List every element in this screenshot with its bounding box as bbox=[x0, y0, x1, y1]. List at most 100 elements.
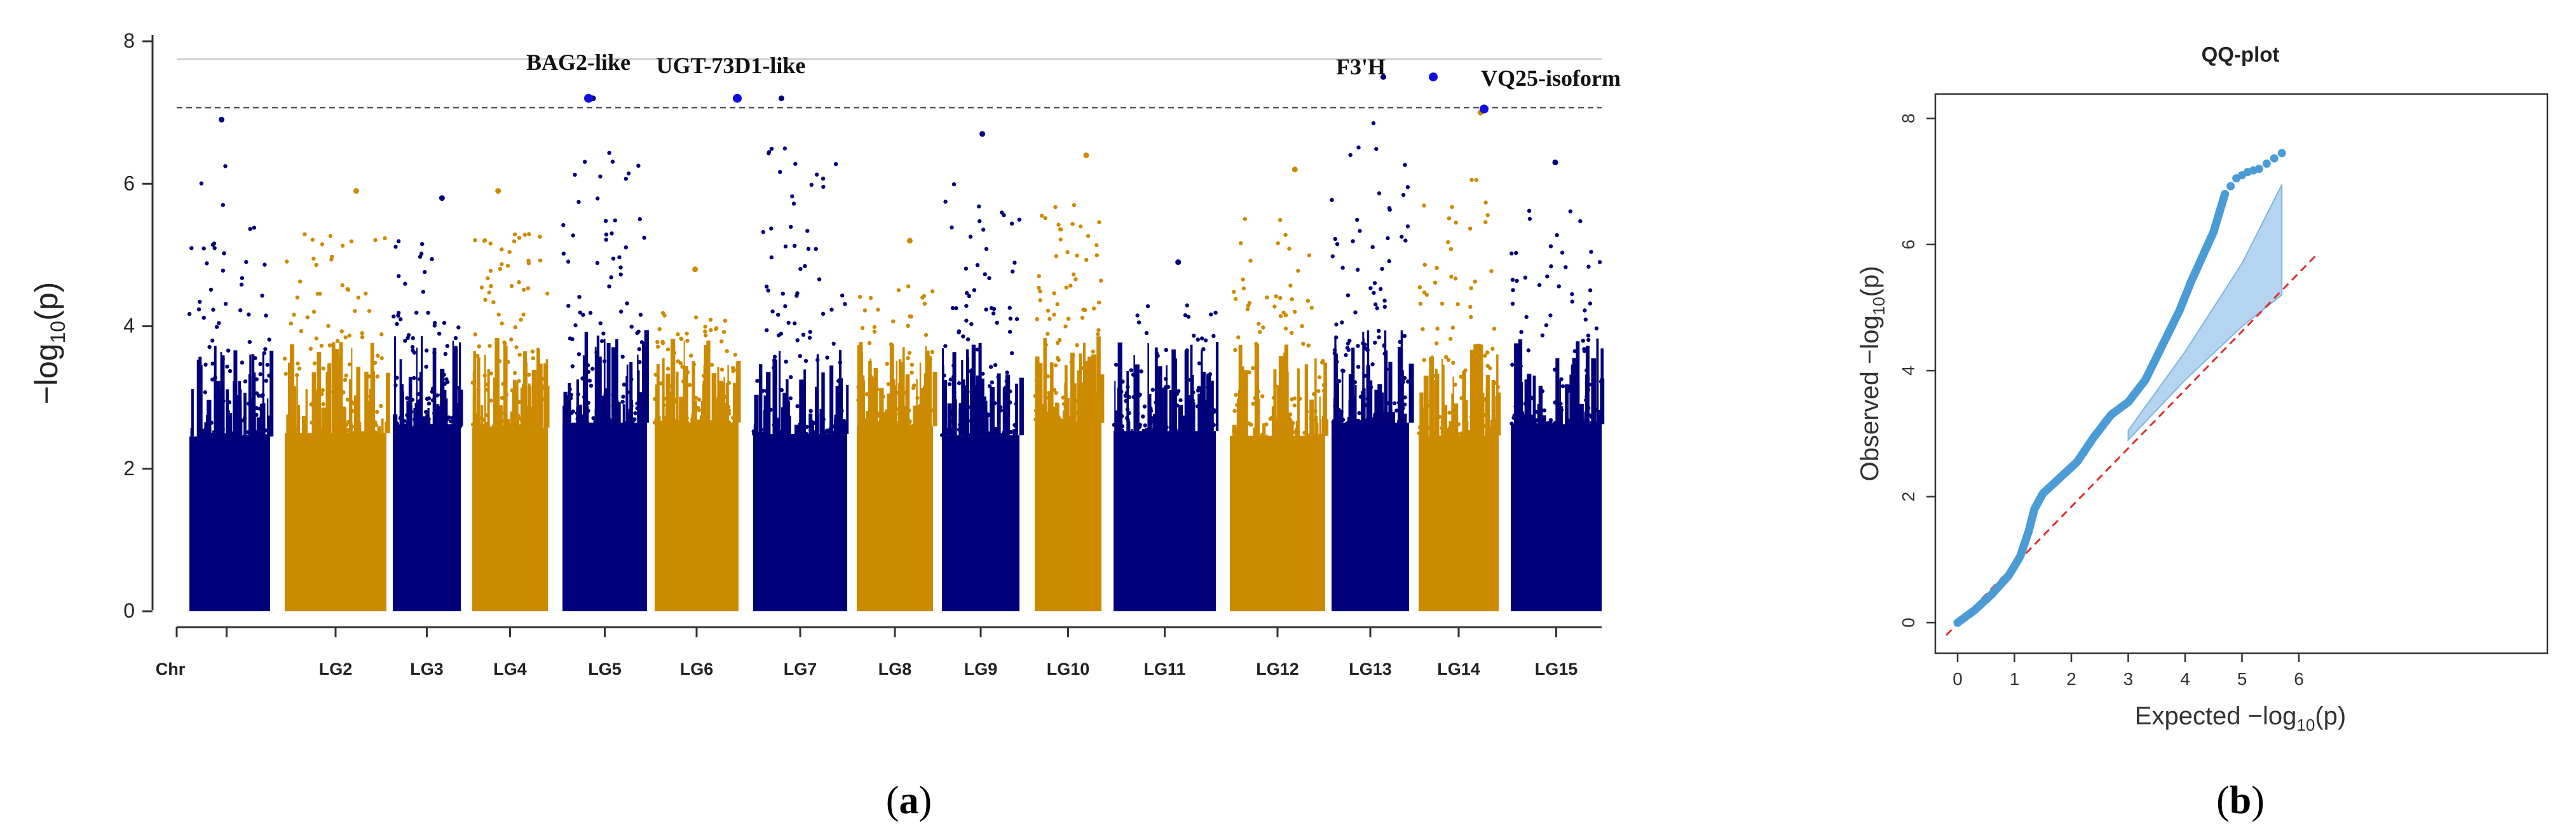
top-snp bbox=[1083, 152, 1089, 158]
snp-point bbox=[1144, 330, 1149, 335]
fringe bbox=[1209, 381, 1214, 431]
snp-point bbox=[1243, 217, 1248, 221]
snp-point bbox=[515, 413, 520, 417]
snp-point bbox=[703, 324, 707, 329]
fringe bbox=[754, 395, 759, 434]
snp-point bbox=[1451, 360, 1455, 365]
snp-point bbox=[239, 282, 244, 287]
snp-point bbox=[975, 263, 980, 268]
snp-point bbox=[896, 288, 901, 292]
qq-y-label: Observed −log10(p) bbox=[1856, 266, 1888, 481]
snp-point bbox=[327, 343, 332, 348]
snp-point bbox=[1434, 416, 1438, 421]
chromosome-lg7 bbox=[751, 95, 849, 611]
snp-point bbox=[965, 410, 969, 415]
snp-point bbox=[585, 363, 590, 368]
snp-point bbox=[473, 238, 477, 243]
snp-point bbox=[951, 182, 957, 187]
snp-point bbox=[489, 398, 493, 403]
fringe bbox=[603, 339, 606, 423]
fringe bbox=[473, 351, 477, 428]
snp-point bbox=[1346, 348, 1351, 352]
snp-point bbox=[1079, 224, 1083, 229]
snp-point bbox=[405, 413, 409, 417]
fringe bbox=[1050, 387, 1054, 423]
snp-point bbox=[714, 398, 719, 403]
snp-point bbox=[295, 295, 299, 300]
snp-point bbox=[320, 391, 324, 396]
snp-point bbox=[1136, 320, 1141, 325]
snp-point bbox=[907, 351, 912, 355]
fringe bbox=[861, 374, 863, 426]
snp-point bbox=[1127, 395, 1131, 400]
snp-point bbox=[1309, 306, 1314, 310]
fringe bbox=[386, 372, 390, 433]
snp-point bbox=[896, 390, 901, 395]
snp-point bbox=[512, 370, 517, 376]
snp-point bbox=[1447, 433, 1452, 438]
snp-point bbox=[908, 314, 913, 319]
snp-point bbox=[1278, 419, 1283, 424]
snp-point bbox=[779, 332, 784, 336]
snp-point bbox=[1365, 348, 1370, 353]
snp-point bbox=[604, 232, 609, 237]
fringe bbox=[339, 342, 343, 433]
x-tick-label-lg12: LG12 bbox=[1256, 660, 1299, 679]
snp-point bbox=[312, 361, 317, 365]
snp-point bbox=[344, 423, 349, 427]
fringe bbox=[1062, 410, 1067, 423]
snp-point bbox=[288, 368, 293, 372]
snp-point bbox=[765, 422, 770, 426]
snp-point bbox=[412, 376, 416, 381]
fringe bbox=[1254, 344, 1260, 436]
snp-point bbox=[264, 434, 269, 438]
snp-point bbox=[1403, 395, 1407, 400]
snp-point bbox=[1485, 426, 1490, 430]
snp-point bbox=[1142, 404, 1147, 409]
fringe bbox=[243, 393, 247, 437]
snp-point bbox=[1114, 362, 1119, 367]
snp-point bbox=[211, 308, 215, 312]
snp-point bbox=[576, 352, 582, 356]
snp-point bbox=[923, 423, 928, 428]
snp-point bbox=[678, 415, 683, 419]
snp-point bbox=[586, 400, 590, 405]
snp-point bbox=[1239, 428, 1244, 433]
snp-point bbox=[1305, 409, 1309, 414]
snp-point bbox=[1170, 428, 1175, 432]
snp-point bbox=[1188, 396, 1192, 401]
snp-point bbox=[1272, 304, 1277, 309]
snp-point bbox=[371, 379, 376, 383]
snp-point bbox=[1377, 191, 1382, 196]
snp-point bbox=[1056, 222, 1061, 227]
snp-point bbox=[1510, 362, 1515, 367]
snp-point bbox=[726, 420, 731, 424]
fringe bbox=[646, 334, 648, 423]
fringe bbox=[953, 399, 957, 436]
snp-point bbox=[528, 417, 532, 422]
fringe bbox=[1374, 390, 1380, 423]
snp-point bbox=[821, 184, 826, 189]
fringe bbox=[642, 342, 646, 423]
confidence-band-area bbox=[2127, 184, 2283, 442]
snp-point bbox=[1475, 425, 1480, 430]
snp-point bbox=[1253, 396, 1258, 400]
chromosome-lg12 bbox=[1230, 166, 1329, 611]
snp-point bbox=[709, 362, 714, 367]
snp-point bbox=[1468, 226, 1473, 231]
fringe bbox=[576, 379, 579, 423]
snp-point bbox=[838, 423, 843, 428]
snp-point bbox=[1186, 315, 1191, 319]
snp-point bbox=[1358, 395, 1363, 399]
fringe bbox=[254, 372, 256, 437]
snp-point bbox=[1469, 286, 1473, 290]
snp-point bbox=[1475, 416, 1479, 420]
snp-point bbox=[1365, 418, 1369, 423]
snp-point bbox=[685, 370, 690, 375]
snp-point bbox=[604, 410, 609, 415]
snp-point bbox=[668, 403, 673, 408]
snp-point bbox=[795, 291, 800, 295]
snp-point bbox=[1363, 374, 1367, 378]
snp-point bbox=[1456, 422, 1461, 426]
chromosome-lg4 bbox=[470, 188, 550, 611]
